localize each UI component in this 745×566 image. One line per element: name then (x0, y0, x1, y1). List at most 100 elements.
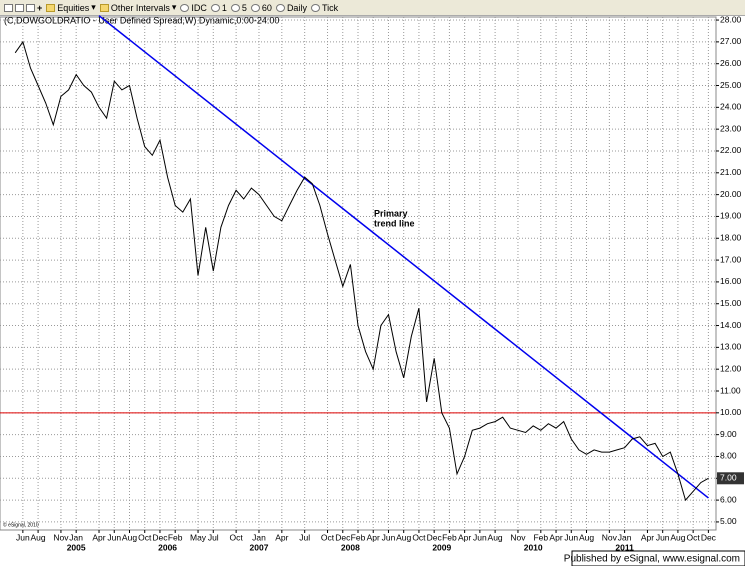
x-tick-label: Aug (31, 532, 46, 542)
x-tick-label: Oct (687, 532, 701, 542)
toolbar-label: IDC (191, 2, 207, 13)
x-tick-label: Aug (488, 532, 503, 542)
x-tick-label: Jan (69, 532, 83, 542)
toolbar-item[interactable]: 60 (250, 2, 272, 13)
last-value-label: 7.00 (720, 473, 737, 483)
x-tick-label: Jun (16, 532, 30, 542)
x-tick-label: Dec (335, 532, 351, 542)
x-tick-label: Nov (510, 532, 526, 542)
toolbar-label: 60 (261, 2, 272, 13)
year-label: 2010 (524, 542, 543, 552)
y-tick-label: 16.00 (720, 276, 742, 286)
x-tick-label: Aug (579, 532, 594, 542)
y-tick-label: 21.00 (720, 167, 742, 177)
plot-frame (0, 16, 717, 531)
y-tick-label: 5.00 (720, 516, 737, 526)
x-tick-label: Feb (168, 532, 183, 542)
y-tick-label: 12.00 (720, 363, 742, 373)
chart-title: (C,DOWGOLDRATIO - User Defined Spread,W)… (4, 15, 279, 25)
toolbar-item[interactable]: 1 (210, 2, 227, 13)
toolbar-item[interactable]: Daily (275, 2, 307, 13)
x-tick-label: Jun (656, 532, 670, 542)
x-tick-label: Jul (208, 532, 219, 542)
y-tick-label: 27.00 (720, 36, 742, 46)
toolbar-label: Other Intervals (110, 2, 170, 13)
y-tick-label: 15.00 (720, 298, 742, 308)
y-tick-label: 28.00 (720, 14, 742, 24)
toolbar-item[interactable]: 5 (230, 2, 247, 13)
y-tick-label: 26.00 (720, 58, 742, 68)
footer-box (571, 550, 745, 566)
y-tick-label: 22.00 (720, 145, 742, 155)
annotation: Primary (374, 208, 408, 218)
x-tick-label: Oct (321, 532, 335, 542)
x-tick-label: Apr (92, 532, 105, 542)
y-tick-label: 10.00 (720, 407, 742, 417)
last-value-box (717, 472, 744, 485)
year-label: 2009 (432, 542, 451, 552)
y-tick-label: 25.00 (720, 80, 742, 90)
toolbar-label: Tick (321, 2, 339, 13)
x-tick-label: Jan (252, 532, 266, 542)
x-tick-label: Aug (670, 532, 685, 542)
y-tick-label: 6.00 (720, 494, 737, 504)
year-label: 2008 (341, 542, 360, 552)
y-tick-label: 23.00 (720, 123, 742, 133)
x-tick-label: Nov (53, 532, 69, 542)
toolbar: + Equities ▾ Other Intervals ▾ IDC 1 5 6… (0, 0, 745, 16)
x-tick-label: Jun (473, 532, 487, 542)
trend-line (98, 15, 709, 499)
x-tick-label: Apr (275, 532, 288, 542)
x-tick-label: Apr (458, 532, 471, 542)
x-tick-label: Feb (351, 532, 366, 542)
toolbar-item[interactable]: Tick (310, 2, 339, 13)
toolbar-item[interactable]: Other Intervals ▾ (99, 2, 176, 13)
x-tick-label: Oct (138, 532, 152, 542)
x-tick-label: Jun (107, 532, 121, 542)
x-tick-label: Feb (533, 532, 548, 542)
x-tick-label: May (190, 532, 207, 542)
footer: Published by eSignal, www.esignal.com (564, 554, 740, 565)
toolbar-label: 5 (241, 2, 247, 13)
y-tick-label: 19.00 (720, 211, 742, 221)
y-tick-label: 9.00 (720, 429, 737, 439)
x-tick-label: Dec (701, 532, 717, 542)
y-tick-label: 18.00 (720, 233, 742, 243)
year-label: 2011 (615, 542, 634, 552)
toolbar-item[interactable]: Equities ▾ (46, 2, 96, 13)
x-tick-label: Jul (299, 532, 310, 542)
toolbar-label: 1 (221, 2, 227, 13)
year-label: 2005 (67, 542, 86, 552)
x-tick-label: Aug (122, 532, 137, 542)
x-tick-label: Aug (396, 532, 411, 542)
annotation: trend line (374, 218, 415, 228)
y-tick-label: 24.00 (720, 102, 742, 112)
x-tick-label: Oct (412, 532, 426, 542)
y-tick-label: 13.00 (720, 342, 742, 352)
x-tick-label: Apr (641, 532, 654, 542)
x-tick-label: Nov (602, 532, 618, 542)
copyright: © eSignal, 2010 (3, 521, 39, 528)
x-tick-label: Jan (618, 532, 632, 542)
tool-icons: + (4, 3, 42, 13)
year-label: 2006 (158, 542, 177, 552)
x-tick-label: Dec (152, 532, 168, 542)
x-tick-label: Apr (549, 532, 562, 542)
x-tick-label: Jun (382, 532, 396, 542)
toolbar-item[interactable]: IDC (180, 3, 207, 13)
x-tick-label: Oct (230, 532, 244, 542)
toolbar-label: Daily (286, 2, 307, 13)
year-label: 2007 (250, 542, 269, 552)
y-tick-label: 14.00 (720, 320, 742, 330)
y-tick-label: 20.00 (720, 189, 742, 199)
y-tick-label: 11.00 (720, 385, 741, 395)
toolbar-label: Equities (57, 2, 90, 13)
y-tick-label: 17.00 (720, 254, 742, 264)
y-tick-label: 8.00 (720, 451, 737, 461)
x-tick-label: Apr (367, 532, 380, 542)
x-tick-label: Dec (427, 532, 443, 542)
price-line (14, 40, 709, 502)
x-tick-label: Jun (564, 532, 578, 542)
